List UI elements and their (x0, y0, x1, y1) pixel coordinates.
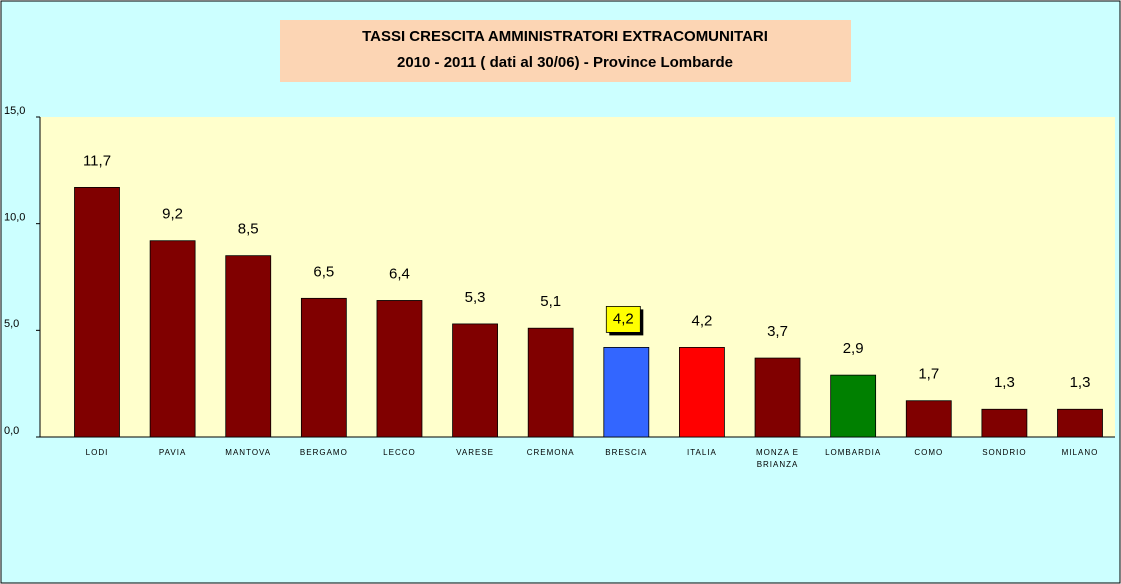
bar (452, 323, 498, 438)
x-tick-label: ITALIA (686, 448, 717, 457)
x-tick-label: BERGAMO (299, 448, 348, 457)
value-label: 2,9 (843, 340, 864, 357)
bar (754, 357, 801, 438)
chart-title: TASSI CRESCITA AMMINISTRATORI EXTRACOMUN… (362, 28, 768, 45)
chart-subtitle: 2010 - 2011 ( dati al 30/06) - Province … (397, 54, 733, 71)
value-label: 6,5 (313, 263, 334, 280)
x-tick-label: MANTOVA (225, 448, 272, 457)
x-tick-label: LECCO (383, 448, 416, 457)
bar (679, 346, 725, 438)
value-label: 5,1 (540, 293, 561, 310)
value-label: 3,7 (767, 323, 788, 340)
x-tick-label: MONZA E BRIANZA (756, 448, 800, 469)
label-highlight (605, 305, 641, 333)
value-label: 1,7 (918, 366, 939, 383)
bar (527, 327, 574, 438)
value-label: 4,2 (613, 310, 634, 327)
bar (1057, 408, 1103, 438)
value-label: 5,3 (465, 289, 486, 306)
bar (74, 186, 120, 438)
x-tick-label: CREMONA (526, 448, 575, 457)
bar (981, 408, 1028, 438)
x-tick-label: SONDRIO (982, 448, 1027, 457)
bar (300, 297, 347, 438)
value-label: 9,2 (162, 206, 183, 223)
x-tick-label: LODI (85, 448, 109, 457)
plot-area (40, 117, 1115, 437)
bar (149, 240, 196, 438)
value-label: 1,3 (994, 374, 1015, 391)
bar (905, 400, 952, 438)
value-label: 6,4 (389, 265, 410, 282)
bar (830, 374, 877, 438)
x-tick-label: VARESE (456, 448, 494, 457)
x-tick-label: PAVIA (158, 448, 187, 457)
bar (225, 255, 272, 438)
value-label: 4,2 (691, 312, 712, 329)
y-tick-label: 0,0 (4, 425, 19, 437)
y-tick-label: 10,0 (4, 212, 25, 224)
value-label: 1,3 (1070, 374, 1091, 391)
value-label: 8,5 (238, 221, 259, 238)
value-label: 11,7 (83, 152, 111, 169)
title-box (280, 20, 851, 82)
x-tick-label: LOMBARDIA (825, 448, 882, 457)
x-tick-label: COMO (914, 448, 944, 457)
y-tick-label: 5,0 (4, 318, 19, 330)
y-tick-label: 15,0 (4, 105, 25, 117)
bar (603, 346, 650, 438)
bar (376, 300, 423, 438)
x-tick-label: MILANO (1061, 448, 1099, 457)
x-tick-label: BRESCIA (605, 448, 648, 457)
